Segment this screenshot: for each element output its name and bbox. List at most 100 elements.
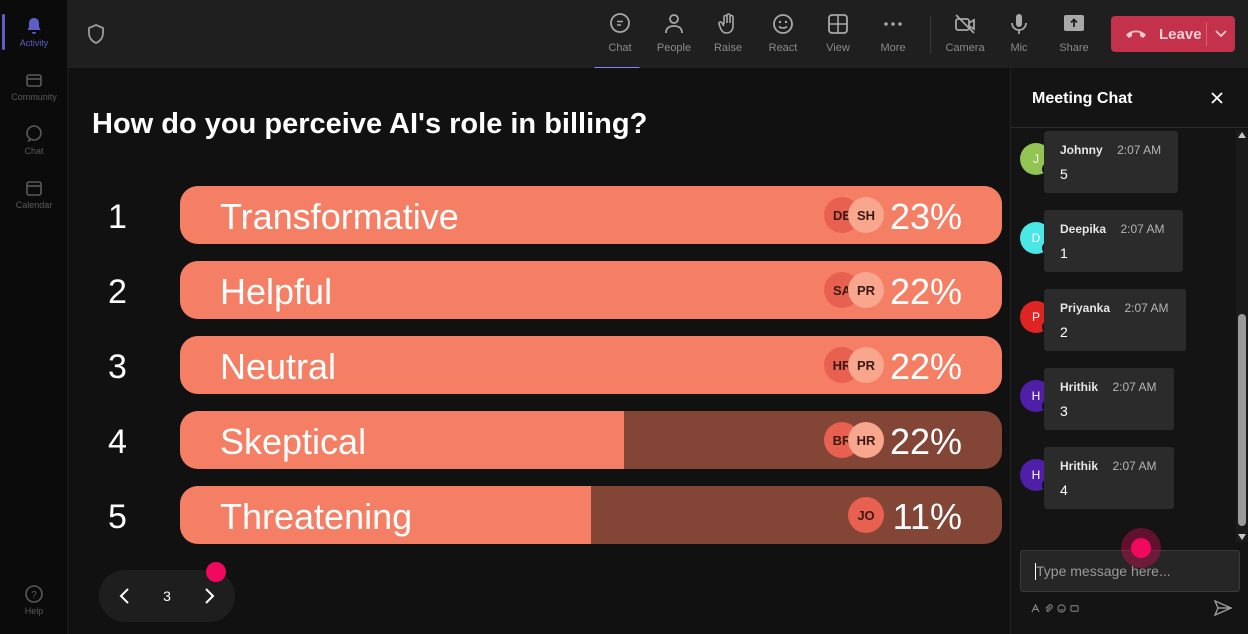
svg-text:?: ? [31, 590, 37, 601]
chevron-left-icon[interactable] [115, 586, 135, 606]
rail-item-chat[interactable]: Chat [0, 114, 68, 166]
people-icon [665, 14, 683, 34]
toolbar-camera-button[interactable]: Camera [937, 10, 993, 62]
message-text: 3 [1060, 403, 1068, 419]
scroll-thumb[interactable] [1238, 314, 1246, 526]
format-icon[interactable] [1031, 604, 1040, 613]
option-percent: 22% [889, 346, 962, 387]
option-label: Transformative [220, 196, 459, 237]
message-bubble: Johnny 2:07 AM 5 [1044, 131, 1178, 193]
community-icon [26, 74, 42, 87]
option-number: 1 [108, 198, 127, 236]
option-label: Skeptical [220, 421, 367, 462]
toolbar-chat-button[interactable]: Chat [592, 10, 648, 70]
sender-name: Priyanka [1060, 301, 1111, 315]
rail-item-activity[interactable]: Activity [0, 6, 68, 58]
rail-item-community[interactable]: Community [0, 60, 68, 112]
option-number: 2 [108, 273, 127, 311]
leave-button[interactable]: Leave [1111, 16, 1235, 52]
poll-stage: How do you perceive AI's role in billing… [68, 68, 1010, 634]
scroll-up-icon[interactable] [1238, 132, 1246, 138]
help-icon: ? [25, 585, 43, 603]
toolbar-label: React [768, 42, 798, 54]
rail-item-calendar[interactable]: Calendar [0, 168, 68, 220]
poll-option[interactable]: 5 Threatening JO 11% [68, 486, 1010, 544]
share-icon [1064, 15, 1084, 31]
message-bubble: Priyanka 2:07 AM 2 [1044, 289, 1186, 351]
message-time: 2:07 AM [1124, 301, 1169, 315]
voter-avatar: HR [848, 422, 884, 458]
toolbar-label: Mic [1010, 42, 1028, 54]
chevron-right-icon[interactable] [199, 586, 219, 606]
chat-scrollbar[interactable] [1236, 130, 1248, 542]
toolbar-mic-button[interactable]: Mic [991, 10, 1047, 62]
option-bar: Transformative DE SH 23% [180, 186, 1002, 244]
close-icon[interactable] [1209, 90, 1225, 106]
message-time: 2:07 AM [1120, 222, 1165, 236]
chat-icon [26, 125, 42, 142]
chat-message-input[interactable] [1021, 551, 1239, 591]
chat-icon [610, 13, 630, 33]
shield-icon[interactable] [87, 24, 105, 44]
message-text: 5 [1060, 166, 1068, 182]
scroll-down-icon[interactable] [1238, 534, 1246, 540]
toolbar-people-button[interactable]: People [646, 10, 702, 62]
meeting-chat-panel: Meeting Chat J Johnny 2:07 AM 5 D Deepik… [1010, 68, 1248, 634]
toolbar-share-button[interactable]: Share [1046, 10, 1102, 62]
poll-option[interactable]: 2 Helpful SA PR 22% [68, 261, 1010, 319]
toolbar-react-button[interactable]: React [755, 10, 811, 62]
chevron-down-icon[interactable] [1214, 28, 1228, 40]
rail-item-label: Help [24, 606, 44, 616]
toolbar-divider [930, 16, 931, 54]
option-percent: 23% [889, 196, 962, 237]
message-time: 2:07 AM [1112, 459, 1157, 473]
rail-item-label: Activity [19, 38, 49, 48]
poll-option[interactable]: 3 Neutral HR PR 22% [68, 336, 1010, 394]
compose-tools [1031, 604, 1079, 613]
chat-message-list: J Johnny 2:07 AM 5 D Deepika 2:07 AM 1 P… [1011, 128, 1235, 542]
view-icon [828, 14, 848, 34]
option-bar-fill [180, 411, 624, 469]
gif-icon[interactable] [1070, 604, 1079, 613]
phone-hangup-icon [1126, 30, 1146, 38]
chat-title: Meeting Chat [1032, 90, 1133, 107]
mic-icon [1011, 14, 1027, 34]
poll-option[interactable]: 4 Skeptical BR HR 22% [68, 411, 1010, 469]
cursor-indicator [206, 562, 226, 582]
option-percent: 11% [892, 496, 962, 537]
emoji-icon[interactable] [1057, 604, 1066, 613]
option-label: Neutral [220, 346, 337, 387]
rail-item-help[interactable]: ? Help [0, 574, 68, 626]
option-number: 5 [108, 498, 127, 536]
poll-option[interactable]: 1 Transformative DE SH 23% [68, 186, 1010, 244]
sender-name: Hrithik [1060, 459, 1099, 473]
sender-name: Deepika [1060, 222, 1107, 236]
message-bubble: Deepika 2:07 AM 1 [1044, 210, 1183, 272]
toolbar-label: More [880, 42, 906, 54]
app-rail: Activity Community Chat Calendar ? Help [0, 0, 68, 634]
option-label: Threatening [220, 496, 413, 537]
toolbar-raise-button[interactable]: Raise [700, 10, 756, 62]
chat-divider [1011, 127, 1248, 128]
text-caret [1035, 563, 1036, 580]
attach-icon[interactable] [1044, 604, 1053, 613]
option-percent: 22% [889, 271, 962, 312]
bell-icon [27, 18, 41, 34]
leave-divider [1206, 22, 1207, 46]
chat-compose-box[interactable] [1020, 550, 1240, 592]
send-icon[interactable] [1214, 599, 1232, 617]
option-number: 3 [108, 348, 127, 386]
toolbar-label: People [656, 42, 692, 54]
option-bar: Threatening JO 11% [180, 486, 1002, 544]
option-bar: Skeptical BR HR 22% [180, 411, 1002, 469]
react-icon [773, 14, 793, 34]
toolbar-more-button[interactable]: More [865, 10, 921, 62]
message-bubble: Hrithik 2:07 AM 3 [1044, 368, 1174, 430]
toolbar-view-button[interactable]: View [810, 10, 866, 62]
rail-item-label: Calendar [15, 200, 53, 210]
option-bar: Neutral HR PR 22% [180, 336, 1002, 394]
message-text: 1 [1060, 245, 1068, 261]
toolbar-label: Camera [945, 42, 985, 54]
message-time: 2:07 AM [1112, 380, 1157, 394]
option-percent: 22% [889, 421, 962, 462]
